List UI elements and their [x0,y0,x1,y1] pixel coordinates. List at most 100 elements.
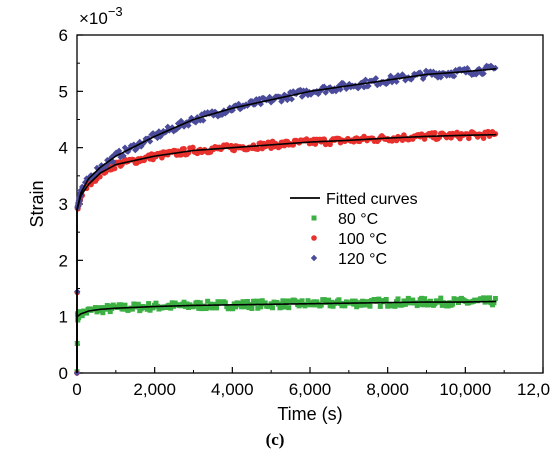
data-point-80 [191,303,197,309]
y-tick-label: 1 [59,308,68,327]
data-point-80 [318,302,324,308]
data-point-80 [181,299,187,305]
data-point-80 [377,303,383,309]
data-point-120 [164,123,171,131]
data-point-80 [352,298,358,304]
data-point-80 [432,301,438,307]
data-point-120 [120,152,127,160]
data-point-80 [185,305,191,311]
data-point-80 [405,295,411,301]
data-point-80 [491,300,497,306]
data-point-100 [111,165,118,172]
x-tick-label: 0 [72,380,81,399]
data-point-100 [181,145,187,152]
data-point-80 [360,298,366,304]
data-point-80 [395,296,401,302]
data-point-80 [326,297,332,303]
data-point-80 [199,306,205,312]
data-point-80 [150,305,156,311]
data-point-120 [81,179,89,186]
data-point-80 [184,301,190,307]
data-point-120 [169,124,176,131]
data-point-80 [420,302,426,308]
data-point-80 [92,305,98,311]
legend-label-100: 100 °C [338,231,387,248]
data-point-120 [402,77,409,84]
data-point-80 [399,302,405,308]
data-point-100 [454,129,460,136]
data-point-80 [244,299,250,305]
legend-label-80: 80 °C [338,211,378,228]
data-point-80 [394,299,400,305]
legend-marker-80 [311,215,317,221]
data-point-80 [107,309,113,315]
data-point-120 [372,75,380,82]
plot-layer: 0 2,000 4,000 6,000 8,000 10,000 12,000 0 1 2 3 4 5 6… [27,4,550,424]
data-point-80 [392,303,398,309]
data-point-120 [202,110,210,118]
data-point-80 [330,303,336,309]
data-point-80 [95,308,101,314]
y-axis-title: Strain [27,180,47,227]
data-point-120 [322,89,329,96]
x-tick-label: 12,000 [517,380,550,399]
data-point-80 [213,305,219,311]
data-point-120 [115,147,123,155]
data-point-80 [100,310,106,316]
data-point-80 [486,295,492,301]
data-point-80 [363,302,369,308]
data-point-80 [144,306,150,312]
data-point-80 [401,298,407,304]
data-point-120 [198,111,205,118]
data-point-80 [122,302,128,308]
data-point-80 [311,299,317,305]
data-point-120 [109,158,117,166]
data-point-80 [230,306,236,312]
data-point-80 [416,301,422,307]
y-tick-label: 0 [59,364,68,383]
data-point-80 [231,301,237,307]
data-point-80 [203,306,209,312]
data-point-100 [480,135,487,141]
data-point-80 [419,295,425,301]
legend-marker-120 [310,254,318,262]
legend-label-120: 120 °C [338,251,387,268]
data-point-120 [177,117,185,125]
data-point-120 [393,78,400,85]
data-point-80 [329,299,335,305]
data-point-80 [439,302,445,308]
data-point-120 [185,122,192,129]
data-point-120 [365,82,372,90]
data-point-80 [206,304,212,310]
x-tick-label: 4,000 [211,380,254,399]
data-point-100 [178,152,184,158]
data-point-80 [454,297,460,303]
data-point-80 [342,303,348,309]
data-point-80 [351,301,357,307]
data-point-80 [84,310,90,316]
plot-frame [76,34,544,374]
data-point-80 [321,297,327,303]
strain-time-chart: 0 2,000 4,000 6,000 8,000 10,000 12,000 0 1 2 3 4 5 6… [27,4,550,424]
data-point-80 [76,315,82,321]
data-point-80 [255,305,261,311]
data-point-80 [280,298,286,304]
data-point-80 [312,302,318,308]
data-point-80 [426,301,432,307]
figure-caption: (c) [265,430,285,449]
x-tick-label: 8,000 [366,380,409,399]
data-point-100 [255,146,261,152]
x-tick-label: 6,000 [289,380,332,399]
data-point-80 [270,305,276,311]
data-point-120 [219,111,226,118]
data-point-80 [129,306,135,312]
data-point-80 [208,301,214,307]
data-point-100 [190,144,196,151]
data-point-80 [256,298,262,304]
data-point-120 [200,117,207,124]
data-point-80 [450,301,456,307]
legend-fit-label: Fitted curves [326,191,418,208]
data-point-80 [410,297,416,303]
data-point-80 [205,298,211,304]
data-point-80 [147,307,153,313]
